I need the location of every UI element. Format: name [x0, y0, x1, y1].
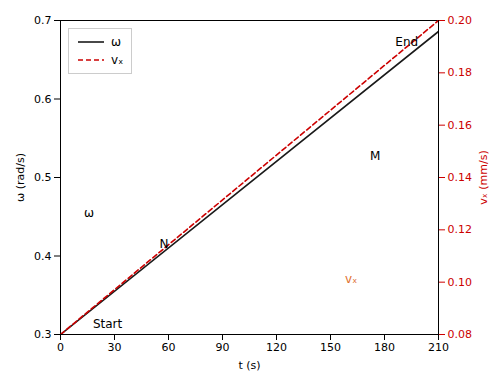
svg-text:180: 180 [374, 341, 395, 354]
svg-text:0.3: 0.3 [34, 328, 52, 341]
svg-text:M: M [370, 149, 380, 163]
html-text:ω: ω [111, 35, 122, 49]
svg-text:0.16: 0.16 [448, 119, 473, 132]
svg-text:Start: Start [93, 317, 123, 331]
svg-text:t (s): t (s) [238, 359, 260, 372]
svg-text:0: 0 [57, 341, 64, 354]
svg-text:End: End [395, 35, 418, 49]
svg-text:0.14: 0.14 [448, 171, 473, 184]
svg-text:0.12: 0.12 [448, 223, 473, 236]
svg-text:N: N [160, 237, 169, 251]
svg-text:0.10: 0.10 [448, 276, 473, 289]
svg-text:0.08: 0.08 [448, 328, 473, 341]
svg-text:60: 60 [162, 341, 176, 354]
svg-text:ω (rad/s): ω (rad/s) [14, 153, 27, 202]
svg-text:vₓ: vₓ [345, 272, 357, 286]
svg-text:30: 30 [108, 341, 122, 354]
svg-text:0.7: 0.7 [34, 14, 52, 27]
svg-text:120: 120 [266, 341, 287, 354]
html-text:vₓ: vₓ [111, 53, 124, 67]
svg-text:0.5: 0.5 [34, 171, 52, 184]
svg-text:0.4: 0.4 [34, 250, 52, 263]
svg-text:90: 90 [216, 341, 230, 354]
svg-text:0.18: 0.18 [448, 66, 473, 79]
svg-text:210: 210 [428, 341, 449, 354]
svg-text:150: 150 [320, 341, 341, 354]
svg-text:vₓ (mm/s): vₓ (mm/s) [477, 150, 490, 204]
svg-text:ω: ω [84, 206, 94, 220]
svg-text:0.6: 0.6 [34, 93, 52, 106]
svg-text:0.20: 0.20 [448, 14, 473, 27]
